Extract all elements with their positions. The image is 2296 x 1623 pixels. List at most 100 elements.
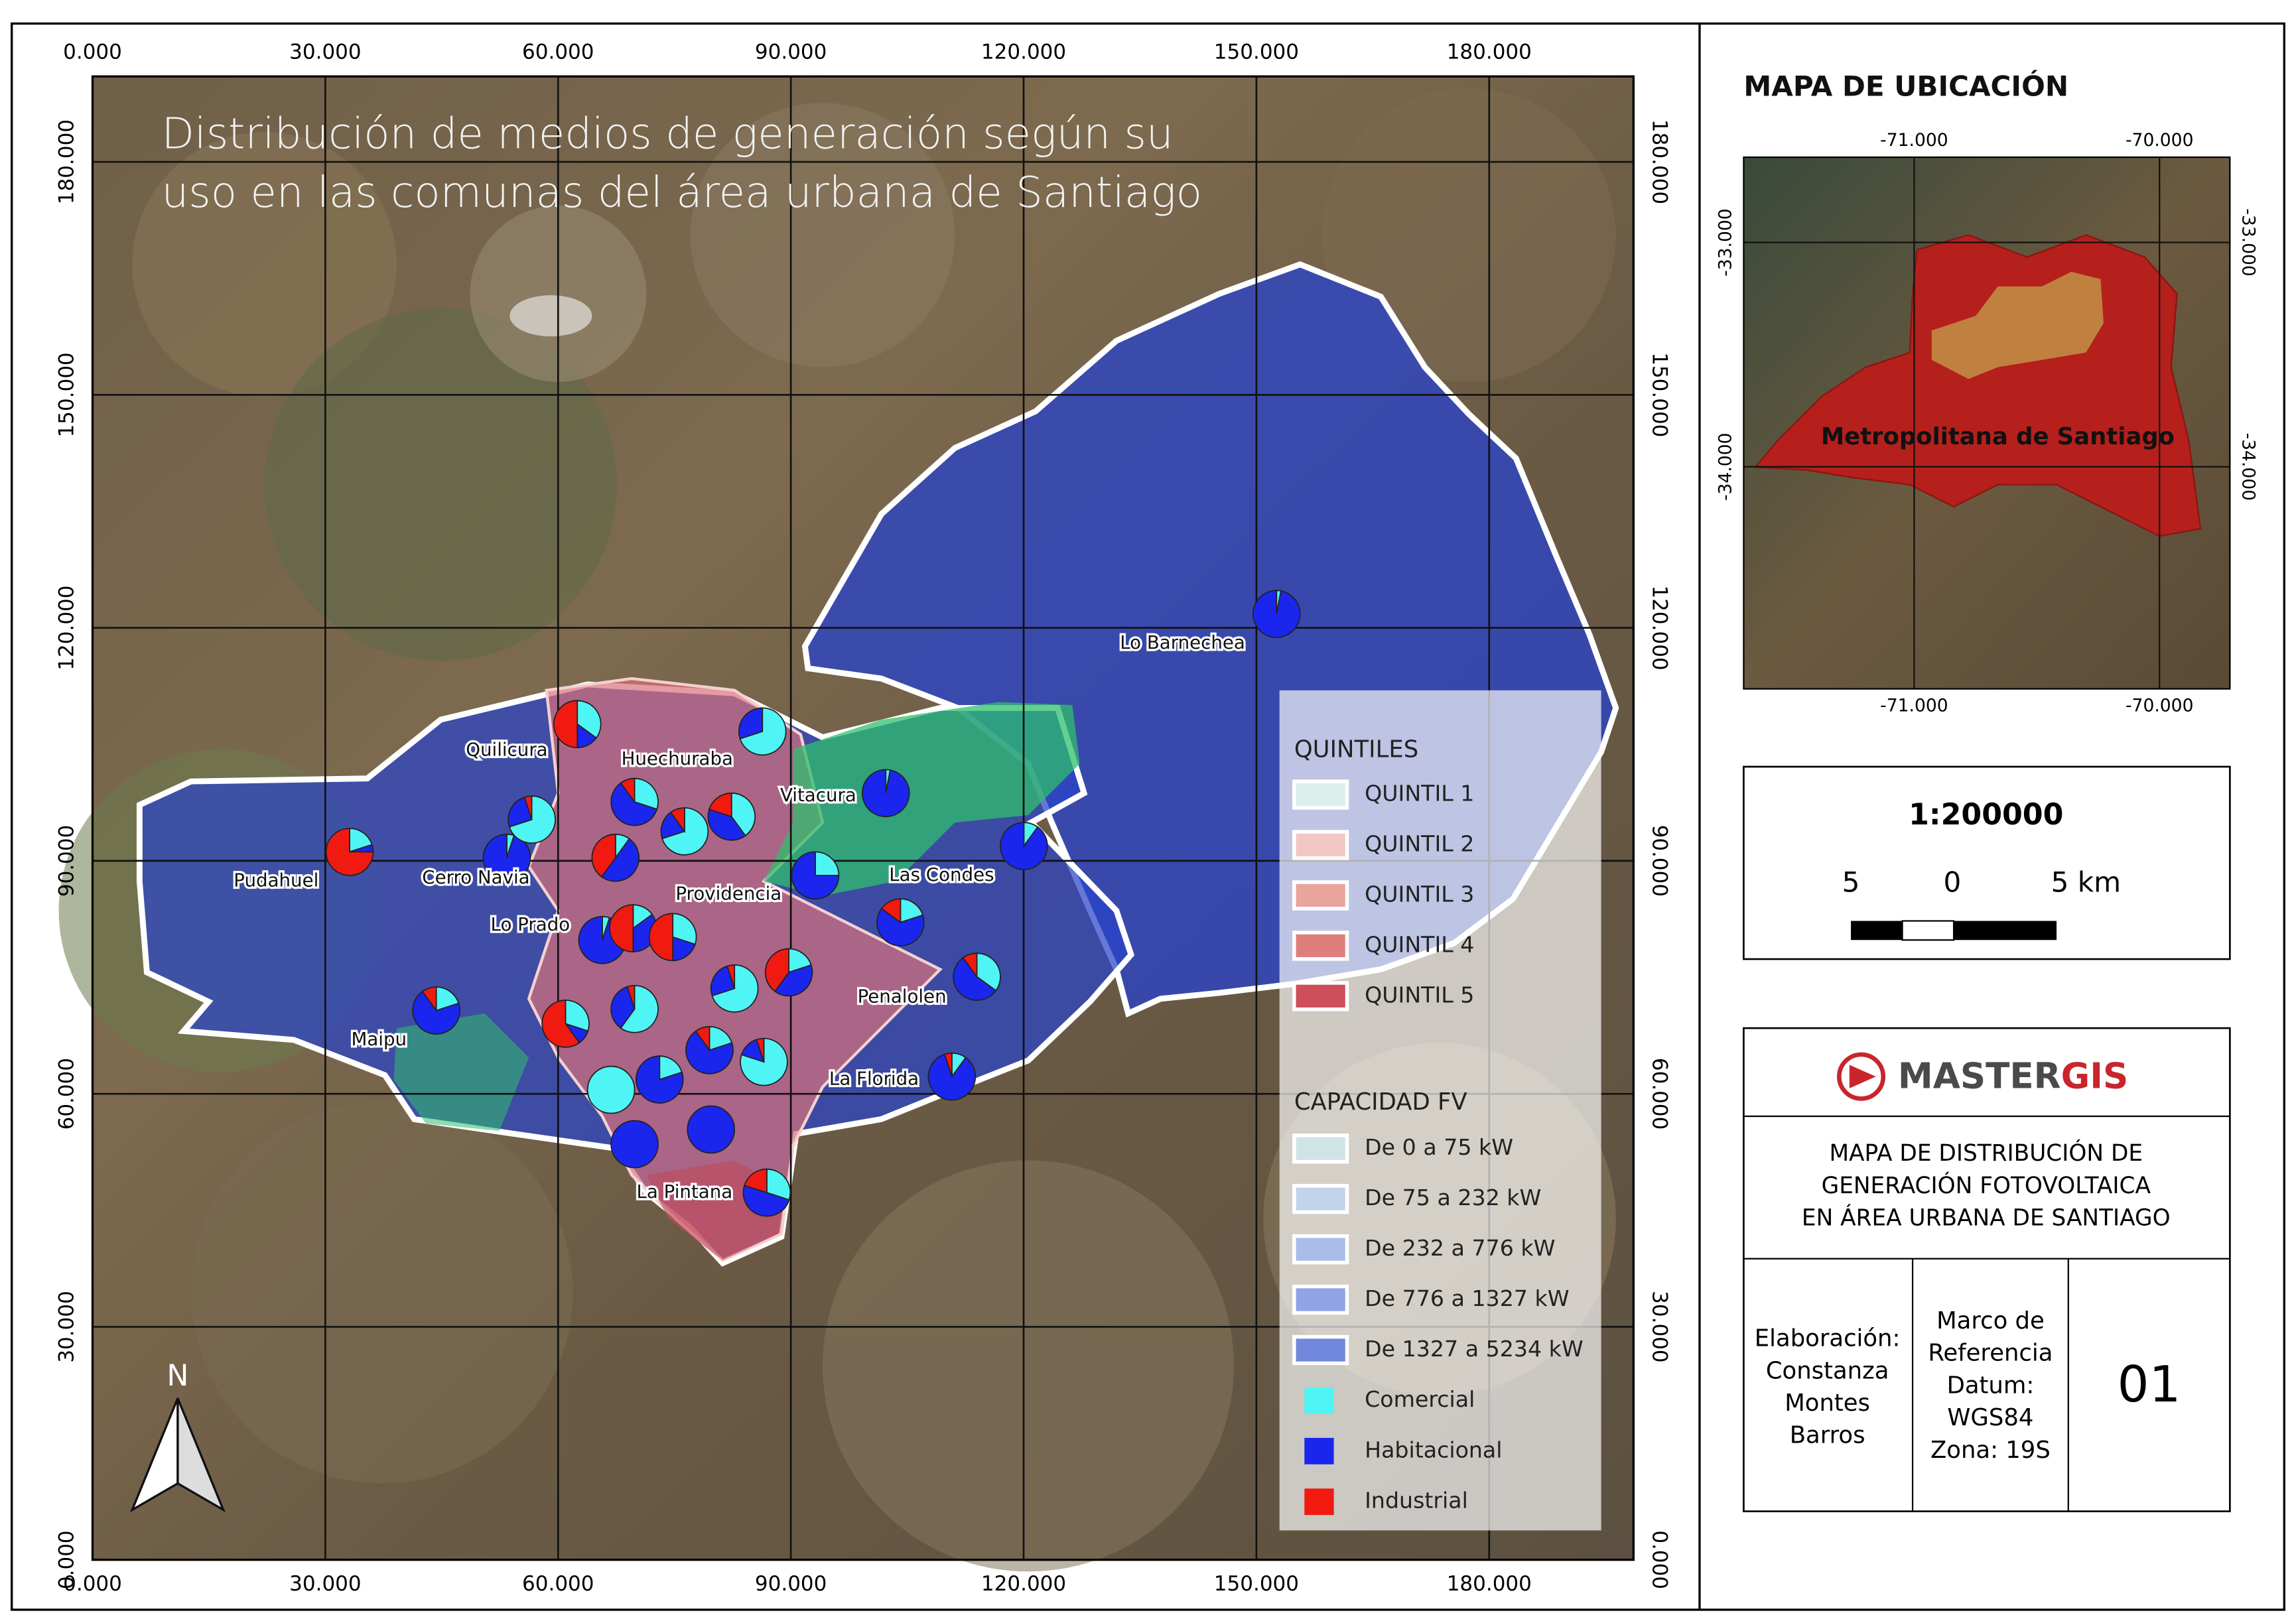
pie-wedge xyxy=(626,985,636,1009)
scale-ratio: 1:200000 xyxy=(1909,798,2063,832)
legend-swatch xyxy=(1292,1133,1349,1164)
salt-flat xyxy=(509,295,592,337)
pie-wedge xyxy=(1000,822,1048,870)
legend-swatch xyxy=(1292,981,1349,1011)
y-tick-label: 30.000 xyxy=(54,1291,78,1362)
x-tick-label: 120.000 xyxy=(981,40,1066,64)
legend-swatch xyxy=(1292,931,1349,961)
scale-label: 0 xyxy=(1943,866,1961,899)
terrain-patch xyxy=(132,132,397,397)
pie-wedge xyxy=(507,796,533,828)
pie-wedge xyxy=(600,838,640,882)
y-tick-label: 180.000 xyxy=(54,119,78,204)
legend-label: QUINTIL 2 xyxy=(1365,830,1474,856)
credit-line: Zona: 19S xyxy=(1930,1437,2051,1464)
pie-chart xyxy=(740,1037,788,1086)
pie-chart xyxy=(541,1000,590,1048)
x-tick-label: 60.000 xyxy=(522,40,594,64)
pie-wedge xyxy=(553,700,578,749)
legend-label: QUINTIL 5 xyxy=(1365,982,1474,1007)
legend-swatch xyxy=(1292,1234,1349,1265)
y-tick-label: 120.000 xyxy=(54,585,78,670)
pie-wedge xyxy=(707,809,746,841)
y-tick-label: -34.000 xyxy=(2238,432,2258,501)
commune-label: Huechuraba xyxy=(622,747,733,769)
outer-frame xyxy=(11,22,2285,1611)
pie-wedge xyxy=(669,807,685,834)
y-tick-label: 150.000 xyxy=(1647,352,1671,437)
north-label: N xyxy=(167,1359,188,1393)
legend-label: De 75 a 232 kW xyxy=(1365,1185,1541,1210)
y-tick-label: -34.000 xyxy=(1715,432,1735,501)
pie-chart xyxy=(738,707,787,756)
pie-wedge xyxy=(791,851,840,900)
pie-chart xyxy=(1000,822,1048,870)
y-tick-label: -33.000 xyxy=(2238,208,2258,277)
pie-chart xyxy=(591,833,640,882)
map-heading: uso en las comunas del área urbana de Sa… xyxy=(162,168,1203,218)
legend-label: Habitacional xyxy=(1365,1437,1502,1462)
y-tick-label: 0.000 xyxy=(54,1530,78,1589)
x-tick-label: 30.000 xyxy=(289,1572,361,1596)
legend-label: Comercial xyxy=(1365,1386,1475,1412)
terrain-patch xyxy=(264,308,618,661)
legend-swatch xyxy=(1292,1334,1349,1366)
pie-wedge xyxy=(482,833,531,882)
pie-wedge xyxy=(421,986,437,1013)
commune-label: Providencia xyxy=(675,883,781,905)
commercial-zone xyxy=(393,1013,529,1132)
map-title-line: MAPA DE DISTRIBUCIÓN DE xyxy=(1829,1139,2143,1167)
x-tick-label: -70.000 xyxy=(2126,130,2194,151)
legend-label: QUINTIL 1 xyxy=(1365,781,1474,807)
pie-wedge xyxy=(672,913,697,945)
pie-chart xyxy=(610,777,659,826)
y-tick-label: -33.000 xyxy=(1715,208,1735,277)
y-tick-label: 60.000 xyxy=(54,1058,78,1130)
location-frame xyxy=(1743,156,2231,690)
pie-chart xyxy=(609,904,657,952)
pie-chart xyxy=(635,1055,684,1104)
logo-part: MASTER xyxy=(1898,1055,2061,1096)
location-title: MAPA DE UBICACIÓN xyxy=(1743,69,2068,102)
pie-chart xyxy=(1252,590,1301,638)
legend-title: CAPACIDAD FV xyxy=(1294,1088,1467,1116)
logo-icon xyxy=(1837,1052,1886,1101)
commune-label: La Florida xyxy=(829,1068,919,1090)
pie-wedge xyxy=(726,964,736,989)
pie-chart xyxy=(861,769,910,818)
map-number: 01 xyxy=(2118,1355,2181,1413)
pie-chart xyxy=(953,952,1001,1001)
pie-wedge xyxy=(648,913,674,962)
scale-label: 5 xyxy=(1842,866,1860,899)
commune-label: Maipu xyxy=(352,1028,407,1050)
pie-wedge xyxy=(610,1120,659,1169)
pie-wedge xyxy=(927,1053,977,1101)
y-tick-label: 90.000 xyxy=(54,825,78,897)
legend-label: De 0 a 75 kW xyxy=(1365,1134,1513,1160)
commune-label: Las Condes xyxy=(889,864,994,885)
y-tick-label: 120.000 xyxy=(1647,585,1671,670)
commune-label: Penalolen xyxy=(858,986,947,1007)
x-tick-label: 180.000 xyxy=(1447,1572,1532,1596)
pie-wedge xyxy=(620,777,636,804)
y-tick-label: 180.000 xyxy=(1647,119,1671,204)
credit-line: Elaboración: xyxy=(1755,1325,1901,1352)
pie-wedge xyxy=(1252,590,1301,638)
pie-wedge xyxy=(635,1055,684,1104)
pie-wedge xyxy=(586,1065,636,1114)
pie-wedge xyxy=(523,795,533,820)
pie-wedge xyxy=(685,1030,734,1074)
credit-line: Constanza xyxy=(1766,1357,1889,1384)
pie-wedge xyxy=(764,948,789,992)
x-tick-label: 30.000 xyxy=(289,40,361,64)
legend-swatch xyxy=(1292,880,1349,911)
pie-chart xyxy=(325,828,374,876)
pie-chart xyxy=(685,1026,734,1074)
pie-wedge xyxy=(953,956,997,1001)
map-title-line: GENERACIÓN FOTOVOLTAICA xyxy=(1822,1172,2151,1199)
pie-wedge xyxy=(687,1105,736,1154)
commune-label: Quilicura xyxy=(466,739,547,761)
legend-label: De 232 a 776 kW xyxy=(1365,1235,1555,1261)
legend-swatch xyxy=(1292,1183,1349,1214)
